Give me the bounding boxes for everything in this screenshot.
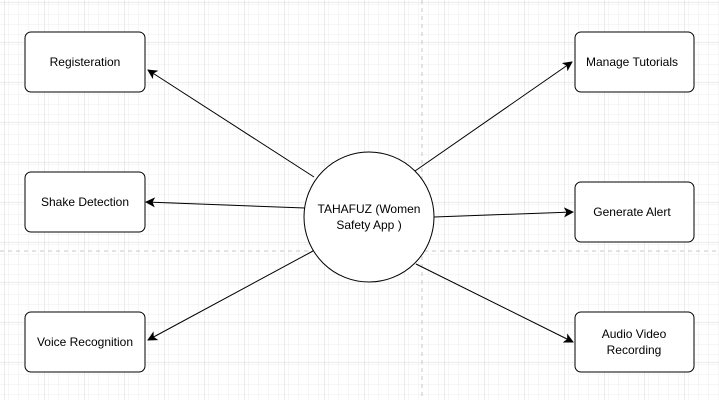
center-label-line2: Safety App ) <box>336 218 401 232</box>
center-circle[interactable] <box>303 151 435 283</box>
connectors <box>145 61 574 343</box>
node-box[interactable] <box>574 311 695 373</box>
node-box[interactable] <box>24 31 146 93</box>
node-label-line2: Recording <box>607 343 662 357</box>
node-generate-alert[interactable]: Generate Alert <box>574 181 695 243</box>
node-box[interactable] <box>574 31 695 93</box>
node-label: Voice Recognition <box>37 335 133 349</box>
node-registeration[interactable]: Registeration <box>24 31 146 93</box>
node-audio-video-recording[interactable]: Audio Video Recording <box>574 311 695 373</box>
arrow-to-audio-video-recording[interactable] <box>415 263 574 343</box>
arrow-to-shake-detection[interactable] <box>145 197 306 209</box>
node-manage-tutorials[interactable]: Manage Tutorials <box>574 31 695 93</box>
node-box[interactable] <box>574 181 695 243</box>
node-box[interactable] <box>24 311 146 373</box>
arrow-to-voice-recognition[interactable] <box>147 250 314 341</box>
node-box[interactable] <box>24 171 146 233</box>
arrow-to-manage-tutorials[interactable] <box>414 61 573 172</box>
node-label: Shake Detection <box>41 195 129 209</box>
center-node[interactable]: TAHAFUZ (Women Safety App ) <box>303 151 435 283</box>
node-label: Registeration <box>50 55 121 69</box>
arrow-to-registeration[interactable] <box>147 69 315 178</box>
node-voice-recognition[interactable]: Voice Recognition <box>24 311 146 373</box>
node-label: Generate Alert <box>593 205 671 219</box>
node-shake-detection[interactable]: Shake Detection <box>24 171 146 233</box>
center-label-line1: TAHAFUZ (Women <box>318 202 421 216</box>
node-label-line1: Audio Video <box>602 327 667 341</box>
arrow-to-generate-alert[interactable] <box>433 207 574 218</box>
node-label: Manage Tutorials <box>586 55 678 69</box>
